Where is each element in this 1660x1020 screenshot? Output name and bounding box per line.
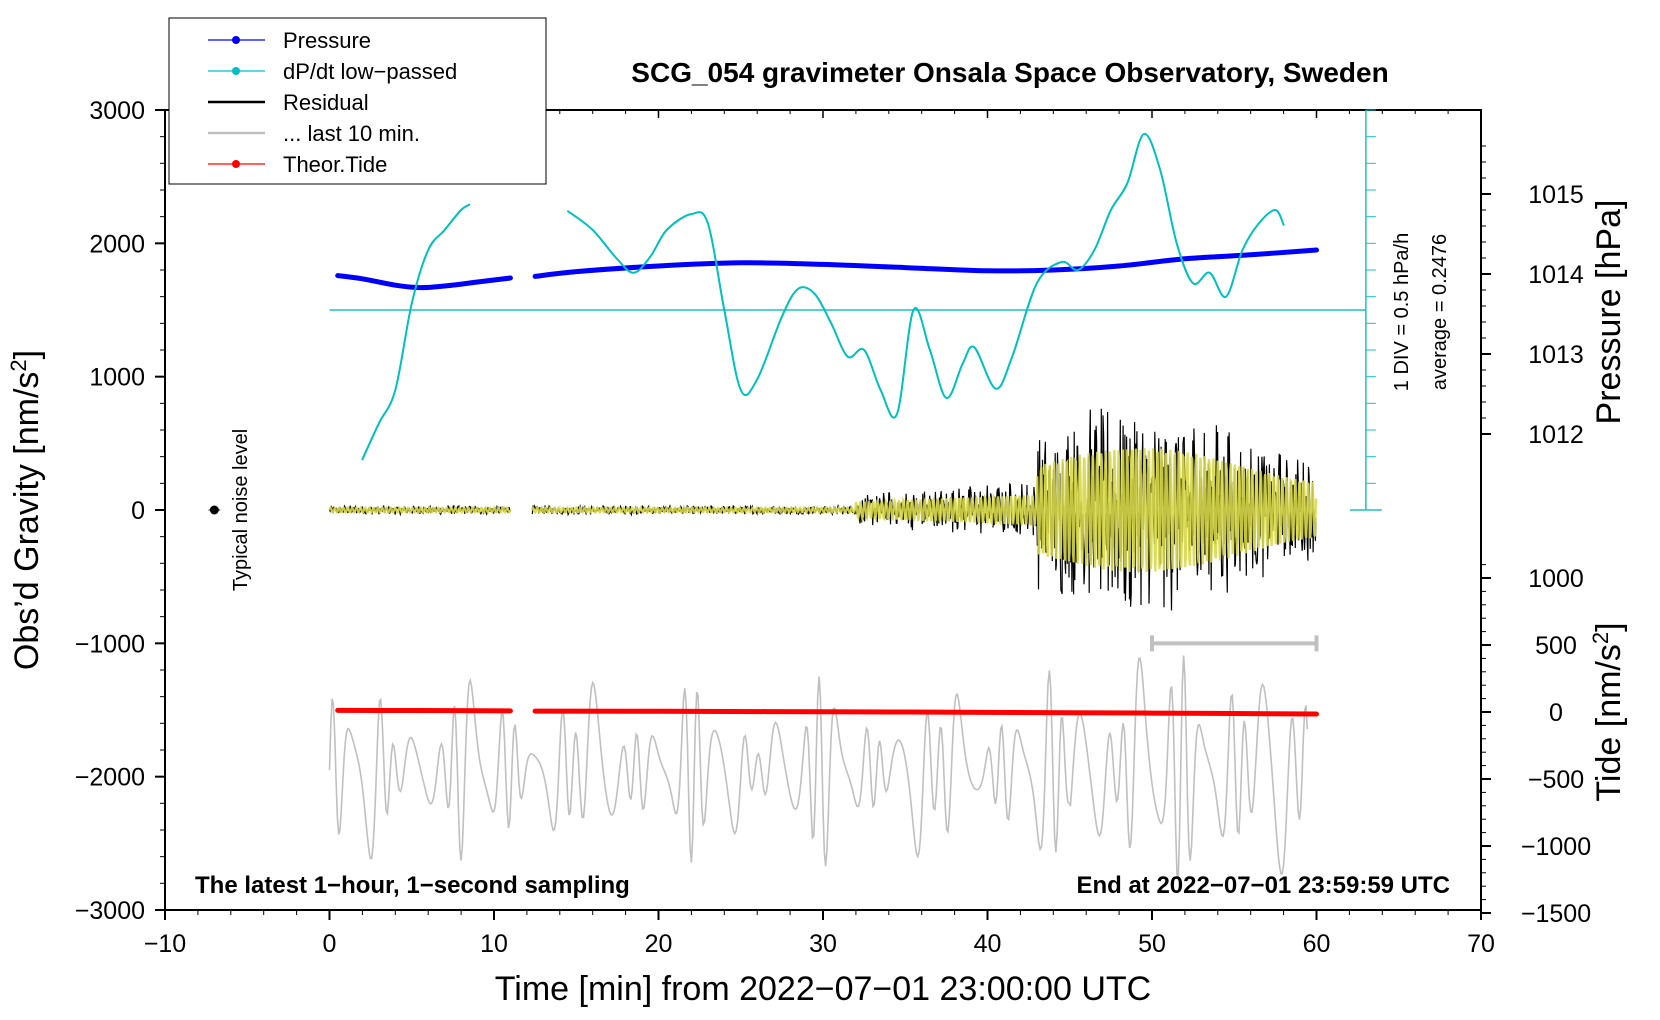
x-tick-label: −10 [144, 930, 186, 958]
dp-dt-low-passed-line [567, 132, 1285, 419]
y-axis-label-pressure: Pressure [hPa] [1590, 200, 1628, 425]
y-axis-label-left-sup: 2 [6, 359, 31, 371]
pressure-tick-label: 1014 [1528, 261, 1584, 289]
pressure-tick-label: 1015 [1528, 181, 1584, 209]
pressure-tick-label: 1013 [1528, 341, 1584, 369]
last-10-min-trace [328, 655, 1309, 880]
footer-right: End at 2022−07−01 23:59:59 UTC [1076, 872, 1450, 899]
y-axis-label-tide: Tide [nm/s2] [1588, 622, 1629, 801]
y-tick-label-left: 1000 [89, 364, 145, 392]
legend-label: Residual [283, 90, 369, 115]
legend-item: ... last 10 min. [208, 121, 420, 146]
y-tick-label-left: −1000 [75, 630, 145, 658]
y-tick-label-left: 3000 [89, 97, 145, 125]
theor-tide-line [532, 708, 1319, 717]
x-tick-label: 10 [480, 930, 508, 958]
footer-left: The latest 1−hour, 1−second sampling [195, 872, 630, 899]
x-tick-label: 20 [645, 930, 673, 958]
x-tick-label: 40 [974, 930, 1002, 958]
legend-item: Residual [208, 90, 369, 115]
dp-dt-low-passed-line [361, 203, 471, 461]
tide-tick-label: 0 [1549, 699, 1563, 727]
legend-label: Theor.Tide [283, 152, 387, 177]
noise-level-label: Typical noise level [230, 429, 252, 591]
x-tick-label: 50 [1138, 930, 1166, 958]
dpdt-scale-div-label: 1 DIV = 0.5 hPa/h [1391, 233, 1413, 391]
y-axis-label-tide-sup: 2 [1588, 632, 1613, 644]
y-axis-label-left: Obs’d Gravity [nm/s2] [6, 350, 47, 670]
legend-label: dP/dt low−passed [283, 59, 457, 84]
y-axis-label-left-close: ] [8, 350, 46, 359]
y-axis-label-left-main: Obs’d Gravity [nm/s [8, 372, 46, 671]
x-tick-label: 60 [1303, 930, 1331, 958]
x-tick-label: 30 [809, 930, 837, 958]
legend-swatch-marker [232, 160, 240, 168]
legend-item: dP/dt low−passed [208, 59, 457, 84]
chart-title: SCG_054 gravimeter Onsala Space Observat… [631, 57, 1388, 88]
legend-item: Pressure [208, 28, 371, 53]
theor-tide-line [335, 707, 513, 714]
legend-label: Pressure [283, 28, 371, 53]
residual-smoothed-trace [530, 448, 1318, 573]
x-axis-label: Time [min] from 2022−07−01 23:00:00 UTC [495, 970, 1151, 1008]
y-tick-label-left: 0 [131, 497, 145, 525]
y-axis-label-tide-close: ] [1590, 622, 1628, 631]
legend-swatch-marker [232, 67, 240, 75]
y-tick-label-left: −2000 [75, 764, 145, 792]
legend-label: ... last 10 min. [283, 121, 420, 146]
tide-tick-label: −500 [1528, 766, 1584, 794]
x-tick-label: 70 [1467, 930, 1495, 958]
y-axis-label-tide-main: Tide [nm/s [1590, 644, 1628, 801]
tide-tick-label: 1000 [1528, 565, 1584, 593]
axes-layer: −10 0 10 20 30 40 50 60 70 3000 2000 1000 0 −1000 −200… [75, 97, 1591, 958]
legend-swatch-marker [232, 36, 240, 44]
pressure-line [335, 273, 513, 291]
tide-tick-label: −1000 [1521, 833, 1591, 861]
legend-item: Theor.Tide [208, 152, 387, 177]
series-layer [208, 109, 1382, 880]
tide-tick-label: 500 [1535, 632, 1577, 660]
residual-smoothed-trace [328, 505, 512, 515]
y-tick-label-left: −3000 [75, 897, 145, 925]
pressure-tick-label: 1012 [1528, 421, 1584, 449]
dpdt-scale-average-label: average = 0.2476 [1429, 234, 1451, 390]
y-tick-label-left: 2000 [89, 230, 145, 258]
x-tick-label: 0 [323, 930, 337, 958]
pressure-line [532, 247, 1319, 279]
tide-tick-label: −1500 [1521, 900, 1591, 928]
legend: Pressure dP/dt low−passed Residual ... last… [168, 17, 547, 185]
noise-level-marker [209, 505, 219, 515]
